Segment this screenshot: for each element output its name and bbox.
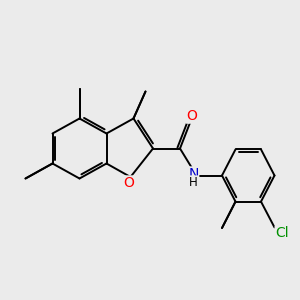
Text: Cl: Cl bbox=[275, 226, 289, 240]
Text: O: O bbox=[187, 109, 197, 123]
Text: O: O bbox=[124, 176, 134, 190]
Text: H: H bbox=[189, 176, 198, 189]
Text: N: N bbox=[188, 167, 199, 181]
